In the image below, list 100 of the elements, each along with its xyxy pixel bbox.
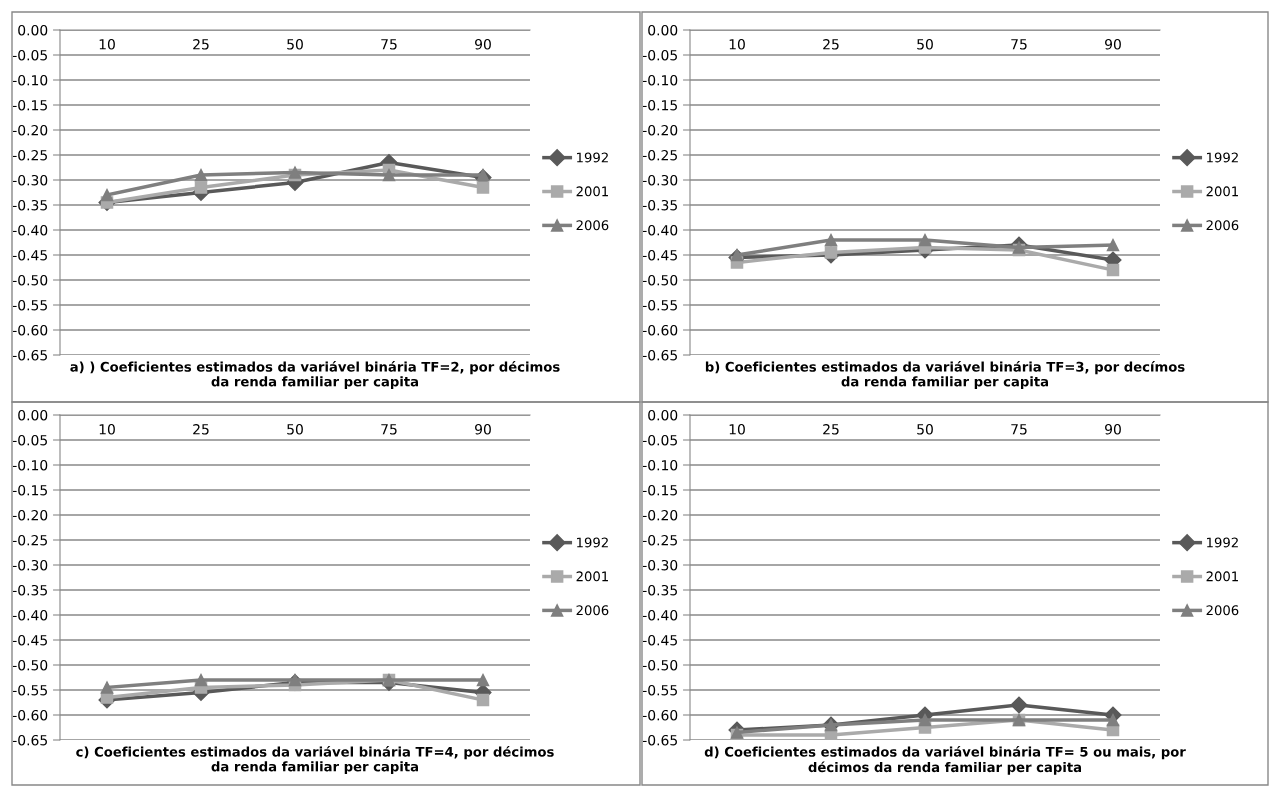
- y-tick-label: -0.40: [642, 224, 678, 236]
- point: [194, 673, 208, 687]
- y-tick-label: -0.25: [12, 534, 47, 546]
- text: a) ) Coeficientes estimados da variável binária TF=2, por décimos da renda familiar per capita: [70, 361, 560, 390]
- x-tick-label: 75: [1011, 39, 1027, 50]
- y-tick-label: -0.30: [642, 174, 678, 186]
- point: [476, 181, 490, 194]
- x-tick-label: 90: [1105, 424, 1121, 435]
- x-tick-label: 90: [475, 39, 491, 50]
- y-tick-label: -0.30: [12, 174, 48, 186]
- legend-label: 1992: [1207, 152, 1238, 163]
- y-tick-label: -0.55: [642, 684, 677, 696]
- y-tick-label: -0.60: [642, 324, 678, 336]
- x-tick-label: 25: [823, 39, 839, 50]
- point: [730, 248, 744, 262]
- y-tick-label: -0.55: [12, 299, 47, 311]
- y-tick-label: -0.20: [12, 124, 48, 136]
- y-tick-label: -0.45: [642, 249, 677, 261]
- y-tick-label: -0.60: [12, 324, 48, 336]
- x-tick-label: 10: [729, 424, 745, 435]
- y-tick-label: -0.10: [642, 74, 678, 86]
- point: [476, 168, 490, 182]
- y-tick-label: -0.35: [12, 584, 47, 596]
- point: [1106, 263, 1120, 277]
- y-tick-label: -0.05: [642, 434, 677, 446]
- y-tick-label: -0.60: [642, 709, 678, 721]
- x-tick-label: 50: [917, 39, 933, 50]
- text: d) Coeficientes estimados da variável binária TF= 5 ou mais, por décimos da renda familiar per capita: [704, 746, 1186, 775]
- x-tick-label: 50: [287, 424, 303, 435]
- y-tick-label: -0.20: [642, 124, 678, 136]
- y-tick-label: 0.00: [648, 24, 678, 36]
- y-tick-label: -0.30: [642, 559, 678, 571]
- point: [194, 181, 208, 194]
- y-tick-label: -0.10: [642, 459, 678, 471]
- y-tick-label: -0.30: [12, 559, 48, 571]
- y-tick-label: -0.15: [12, 99, 47, 111]
- y-tick-label: -0.05: [12, 434, 47, 446]
- y-tick-label: 0.00: [648, 409, 678, 421]
- y-tick-label: 0.00: [18, 409, 48, 421]
- y-tick-label: -0.45: [12, 249, 47, 261]
- y-tick-label: -0.50: [642, 659, 678, 671]
- y-tick-label: 0.00: [18, 24, 48, 36]
- y-tick-label: -0.50: [12, 659, 48, 671]
- point: [1106, 238, 1120, 252]
- x-tick-label: 75: [1011, 424, 1027, 435]
- point: [100, 188, 114, 202]
- y-tick-label: -0.50: [642, 274, 678, 286]
- y-tick-label: -0.15: [12, 484, 47, 496]
- y-tick-label: -0.55: [12, 684, 47, 696]
- point: [824, 246, 838, 259]
- y-tick-label: -0.50: [12, 274, 48, 286]
- y-tick-label: -0.15: [642, 484, 677, 496]
- y-tick-label: -0.40: [12, 224, 48, 236]
- y-tick-label: -0.65: [642, 349, 677, 361]
- y-tick-label: -0.40: [642, 609, 678, 621]
- y-tick-label: -0.55: [642, 299, 677, 311]
- point: [824, 233, 838, 247]
- legend-label: 2006: [1206, 605, 1239, 616]
- x-tick-label: 50: [917, 424, 933, 435]
- x-tick-label: 25: [193, 424, 209, 435]
- y-tick-label: -0.35: [642, 584, 677, 596]
- y-tick-label: -0.65: [12, 734, 47, 746]
- x-tick-label: 75: [381, 39, 397, 50]
- y-tick-label: -0.45: [642, 634, 677, 646]
- y-tick-label: -0.25: [642, 534, 677, 546]
- legend-label: 2001: [1206, 571, 1238, 582]
- point: [476, 673, 490, 687]
- text: c) Coeficientes estimados da variável binária TF=4, por décimos da renda familiar per capita: [76, 746, 554, 775]
- x-tick-label: 25: [823, 424, 839, 435]
- legend-label: 1992: [577, 152, 608, 163]
- legend-label: 2001: [1206, 186, 1238, 197]
- legend-label: 2006: [1206, 220, 1239, 231]
- point: [476, 693, 490, 707]
- x-tick-label: 10: [729, 39, 745, 50]
- legend-label: 2001: [576, 571, 608, 582]
- y-tick-label: -0.20: [12, 509, 48, 521]
- point: [100, 681, 114, 694]
- y-tick-label: -0.45: [12, 634, 47, 646]
- y-tick-label: -0.35: [642, 199, 677, 211]
- x-tick-label: 10: [99, 424, 115, 435]
- y-tick-label: -0.15: [642, 99, 677, 111]
- y-tick-label: -0.25: [642, 149, 677, 161]
- y-tick-label: -0.10: [12, 459, 48, 471]
- y-tick-label: -0.05: [12, 49, 47, 61]
- legend-label: 2001: [576, 186, 608, 197]
- text: b) Coeficientes estimados da variável binária TF=3, por decímos da renda familiar per capita: [705, 361, 1185, 390]
- x-tick-label: 75: [381, 424, 397, 435]
- point: [288, 673, 302, 687]
- point: [918, 233, 932, 247]
- y-tick-label: -0.35: [12, 199, 47, 211]
- legend-label: 2006: [576, 605, 609, 616]
- y-tick-label: -0.10: [12, 74, 48, 86]
- y-tick-label: -0.60: [12, 709, 48, 721]
- point: [194, 168, 208, 182]
- y-tick-label: -0.20: [642, 509, 678, 521]
- point: [382, 168, 396, 182]
- legend-label: 1992: [1207, 537, 1238, 548]
- y-tick-label: -0.65: [12, 349, 47, 361]
- y-tick-label: -0.40: [12, 609, 48, 621]
- y-tick-label: -0.25: [12, 149, 47, 161]
